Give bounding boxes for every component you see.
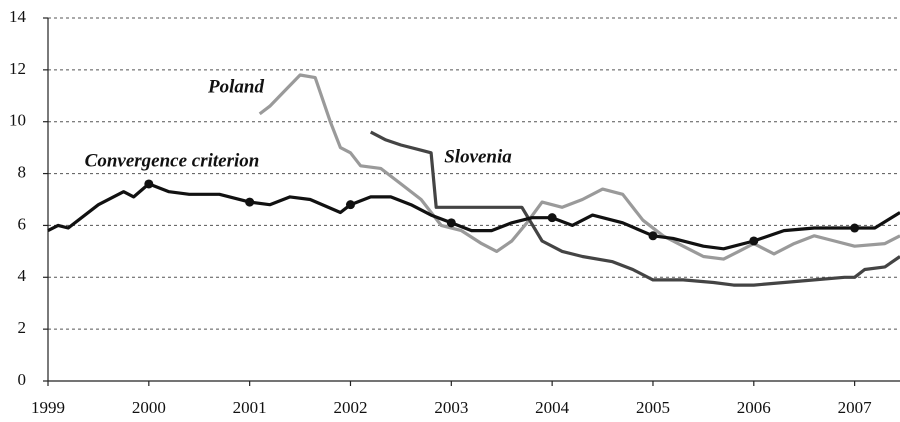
series-line: [47, 182, 900, 251]
series-label: Poland: [207, 76, 264, 97]
y-tick-label: 12: [9, 59, 26, 78]
point-marker: [345, 200, 355, 210]
y-tick-label: 0: [18, 370, 27, 389]
point-marker: [648, 231, 658, 241]
x-tick-label: 2002: [333, 398, 367, 417]
x-tick-label: 2000: [132, 398, 166, 417]
x-tick-label: 1999: [31, 398, 65, 417]
series-label: Convergence criterion: [85, 150, 260, 171]
point-marker: [144, 179, 154, 189]
x-tick-label: 2004: [535, 398, 570, 417]
point-marker: [547, 213, 557, 223]
series-line: [369, 130, 900, 287]
point-marker: [446, 218, 456, 228]
y-tick-label: 2: [18, 318, 27, 337]
point-marker: [245, 197, 255, 207]
y-tick-label: 4: [18, 266, 27, 285]
x-tick-label: 2007: [838, 398, 873, 417]
x-tick-label: 2003: [434, 398, 468, 417]
y-tick-label: 14: [9, 7, 27, 26]
point-marker: [749, 236, 759, 246]
y-tick-label: 10: [9, 111, 26, 130]
x-tick-label: 2001: [233, 398, 267, 417]
x-tick-label: 2006: [737, 398, 771, 417]
series-label: Slovenia: [444, 146, 512, 167]
point-marker: [850, 223, 860, 233]
series-line: [258, 73, 900, 261]
y-tick-label: 8: [18, 162, 27, 181]
y-tick-label: 6: [18, 214, 27, 233]
x-tick-label: 2005: [636, 398, 670, 417]
